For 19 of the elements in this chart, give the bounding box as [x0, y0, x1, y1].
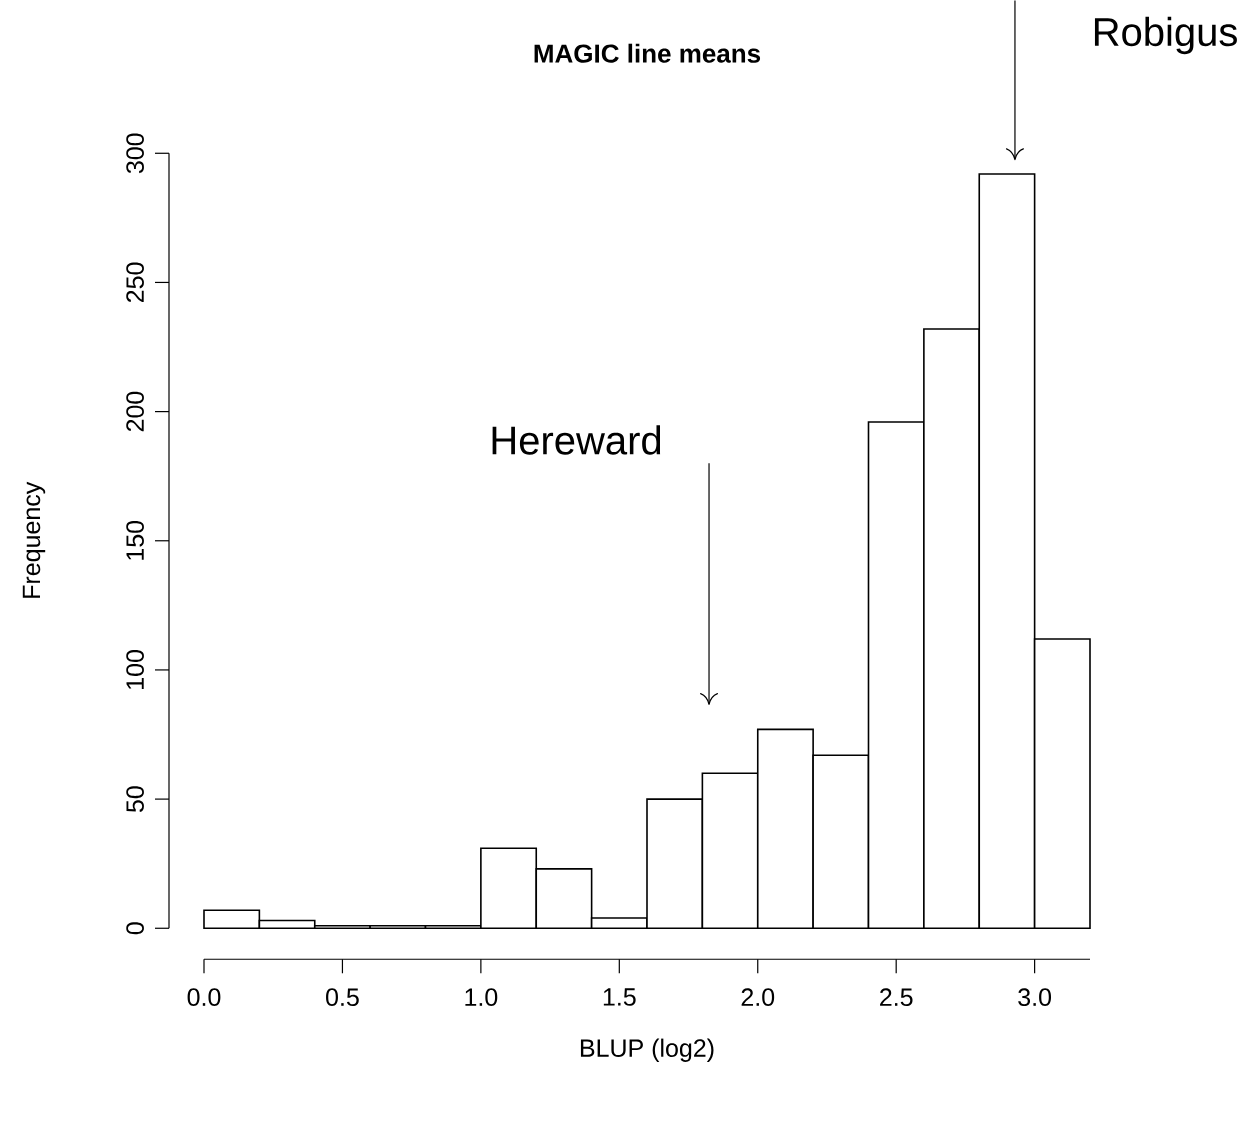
y-tick-label: 250 [126, 262, 144, 302]
x-tick-label: 1.5 [603, 988, 636, 1006]
y-tick-label: 300 [126, 133, 144, 174]
annotation: Hereward [492, 425, 661, 455]
y-tick-label: 100 [126, 649, 144, 689]
y-tick-label: 150 [126, 520, 144, 560]
x-tick-label: 0.5 [326, 988, 359, 1006]
text: Robigus [1094, 16, 1237, 55]
y-tick-label: 50 [126, 786, 144, 812]
x-tick-label: 0.0 [187, 988, 221, 1006]
chart-title: MAGIC line means [534, 43, 761, 63]
x-tick-label: 2.0 [741, 988, 775, 1006]
x-tick-label: 1.0 [465, 988, 498, 1006]
x-tick-label: 2.5 [880, 988, 913, 1006]
x-axis-title: BLUP (log2) [580, 1038, 714, 1062]
y-axis-title: Frequency [22, 481, 46, 598]
x-tick-label: 3.0 [1018, 988, 1052, 1006]
y-tick-label: 0 [126, 922, 144, 935]
y-tick-label: 200 [126, 391, 144, 432]
